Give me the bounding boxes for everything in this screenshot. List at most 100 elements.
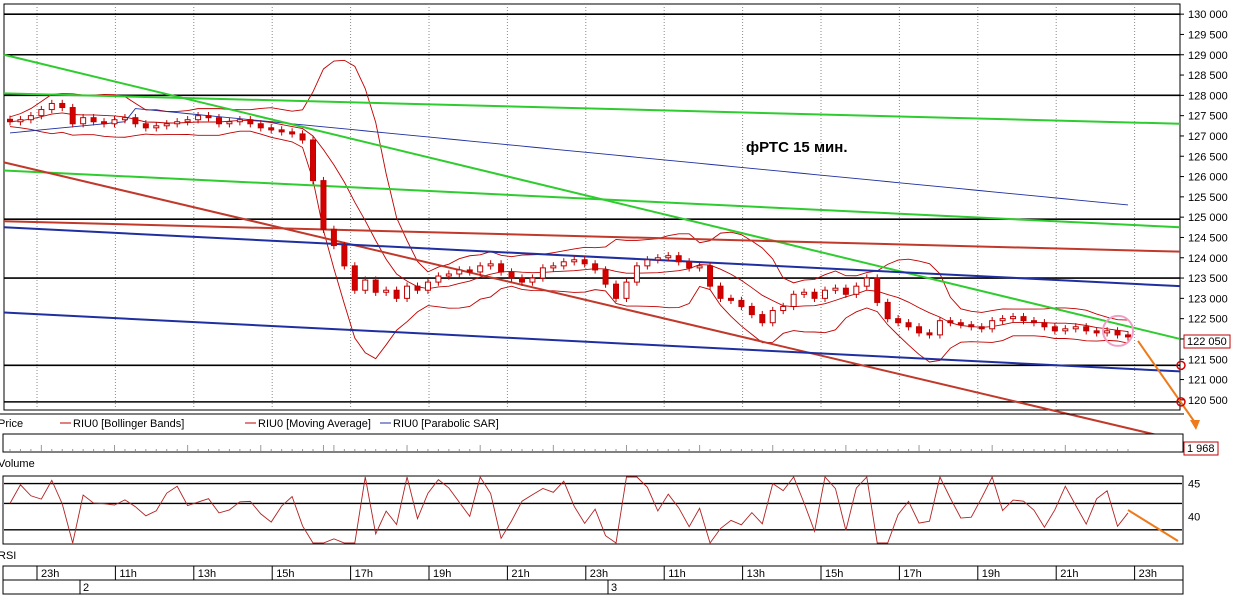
- volume-bars: [9, 445, 1129, 451]
- price-panel-frame: [3, 3, 1181, 411]
- legend-parabolic-sar: RIU0 [Parabolic SAR]: [393, 418, 499, 430]
- candle: [7, 118, 13, 123]
- candle: [236, 119, 243, 123]
- candle: [686, 261, 693, 269]
- candle: [477, 265, 484, 273]
- candle: [550, 265, 557, 269]
- trendline: [3, 161, 1181, 442]
- candle: [424, 281, 431, 291]
- price-tick-label: 124 500: [1188, 232, 1228, 244]
- price-tick-label: 129 500: [1188, 29, 1228, 41]
- price-tick-label: 122 500: [1188, 314, 1228, 326]
- rsi-line: [9, 475, 1129, 545]
- candle: [1020, 316, 1027, 322]
- candle: [414, 285, 421, 291]
- candle: [163, 123, 170, 127]
- candle: [1093, 330, 1100, 334]
- day-label: 3: [611, 582, 617, 594]
- candle: [487, 263, 494, 267]
- candle: [278, 129, 285, 133]
- candle: [696, 265, 703, 269]
- rsi-projection-arrow: [1127, 509, 1179, 542]
- candle: [174, 121, 181, 125]
- last-price-badge: [1183, 334, 1231, 349]
- candle: [801, 291, 808, 295]
- candle: [665, 255, 672, 259]
- candle: [466, 269, 473, 273]
- bollinger-upper: [9, 59, 1129, 321]
- candle: [27, 115, 34, 121]
- candle: [101, 121, 108, 125]
- candle: [707, 265, 714, 287]
- price-tick-label: 124 000: [1188, 253, 1228, 265]
- candle: [989, 320, 996, 330]
- price-tick-label: 125 000: [1188, 212, 1228, 224]
- date-axis: [2, 579, 1184, 595]
- bollinger-bands: [9, 59, 1129, 363]
- candle: [1062, 328, 1069, 332]
- time-label: 21h: [511, 568, 529, 580]
- candle: [372, 279, 379, 293]
- price-tick-label: 123 000: [1188, 293, 1228, 305]
- last-price-label: 122 050: [1187, 336, 1227, 348]
- candle: [90, 117, 97, 123]
- candle: [383, 289, 390, 293]
- candle: [498, 263, 505, 273]
- price-tick-label: 130 000: [1188, 9, 1228, 21]
- volume-panel-label: Volume: [0, 458, 35, 470]
- bollinger-lower: [9, 126, 1129, 363]
- candle: [602, 269, 609, 285]
- trendline: [3, 92, 1181, 125]
- candle: [560, 261, 567, 267]
- candle: [184, 119, 191, 123]
- candle: [936, 320, 943, 336]
- price-tick-label: 128 000: [1188, 90, 1228, 102]
- candle: [727, 297, 734, 301]
- candle: [832, 287, 839, 291]
- candle: [404, 285, 411, 299]
- candle: [362, 279, 369, 291]
- candle: [38, 109, 45, 117]
- candle: [320, 180, 327, 230]
- candle: [1010, 316, 1017, 320]
- time-label: 23h: [590, 568, 608, 580]
- candle: [121, 117, 128, 121]
- candle: [1083, 326, 1090, 332]
- trendline: [3, 53, 1181, 340]
- day-label: 2: [83, 582, 89, 594]
- price-tick-label: 128 500: [1188, 70, 1228, 82]
- trendline: [3, 311, 1181, 373]
- candle: [80, 117, 87, 125]
- time-labels: 23h 11h 13h 15h 17h 19h 21h 23h 11h 13h 15h 17h 19h 2…: [36, 566, 1157, 594]
- candle: [195, 115, 202, 121]
- candle: [947, 320, 954, 324]
- price-tick-label: 121 500: [1188, 354, 1228, 366]
- highlight-circle: [1102, 314, 1134, 347]
- time-label: 15h: [276, 568, 294, 580]
- time-label: 11h: [668, 568, 686, 580]
- time-label: 23h: [1139, 568, 1157, 580]
- rsi-tick-label: 45: [1188, 479, 1200, 491]
- candle: [48, 102, 55, 111]
- volume-panel: [2, 433, 1184, 453]
- candle: [654, 257, 661, 261]
- price-tick-label: 127 500: [1188, 111, 1228, 123]
- candle: [842, 287, 849, 295]
- candle: [445, 273, 452, 277]
- price-tick-label: 126 500: [1188, 151, 1228, 163]
- candle: [738, 299, 745, 307]
- candle: [853, 285, 860, 295]
- rsi-panel-label: RSI: [0, 550, 16, 562]
- candle: [571, 259, 578, 263]
- candle: [215, 117, 222, 125]
- rsi-panel: [2, 475, 1184, 545]
- candle: [821, 289, 828, 299]
- candle: [69, 107, 76, 125]
- time-label: 17h: [903, 568, 921, 580]
- candle: [780, 305, 787, 312]
- candle: [330, 228, 337, 247]
- candle: [1114, 330, 1121, 336]
- candle: [926, 332, 933, 336]
- markers: [1102, 314, 1200, 430]
- candle: [310, 139, 317, 182]
